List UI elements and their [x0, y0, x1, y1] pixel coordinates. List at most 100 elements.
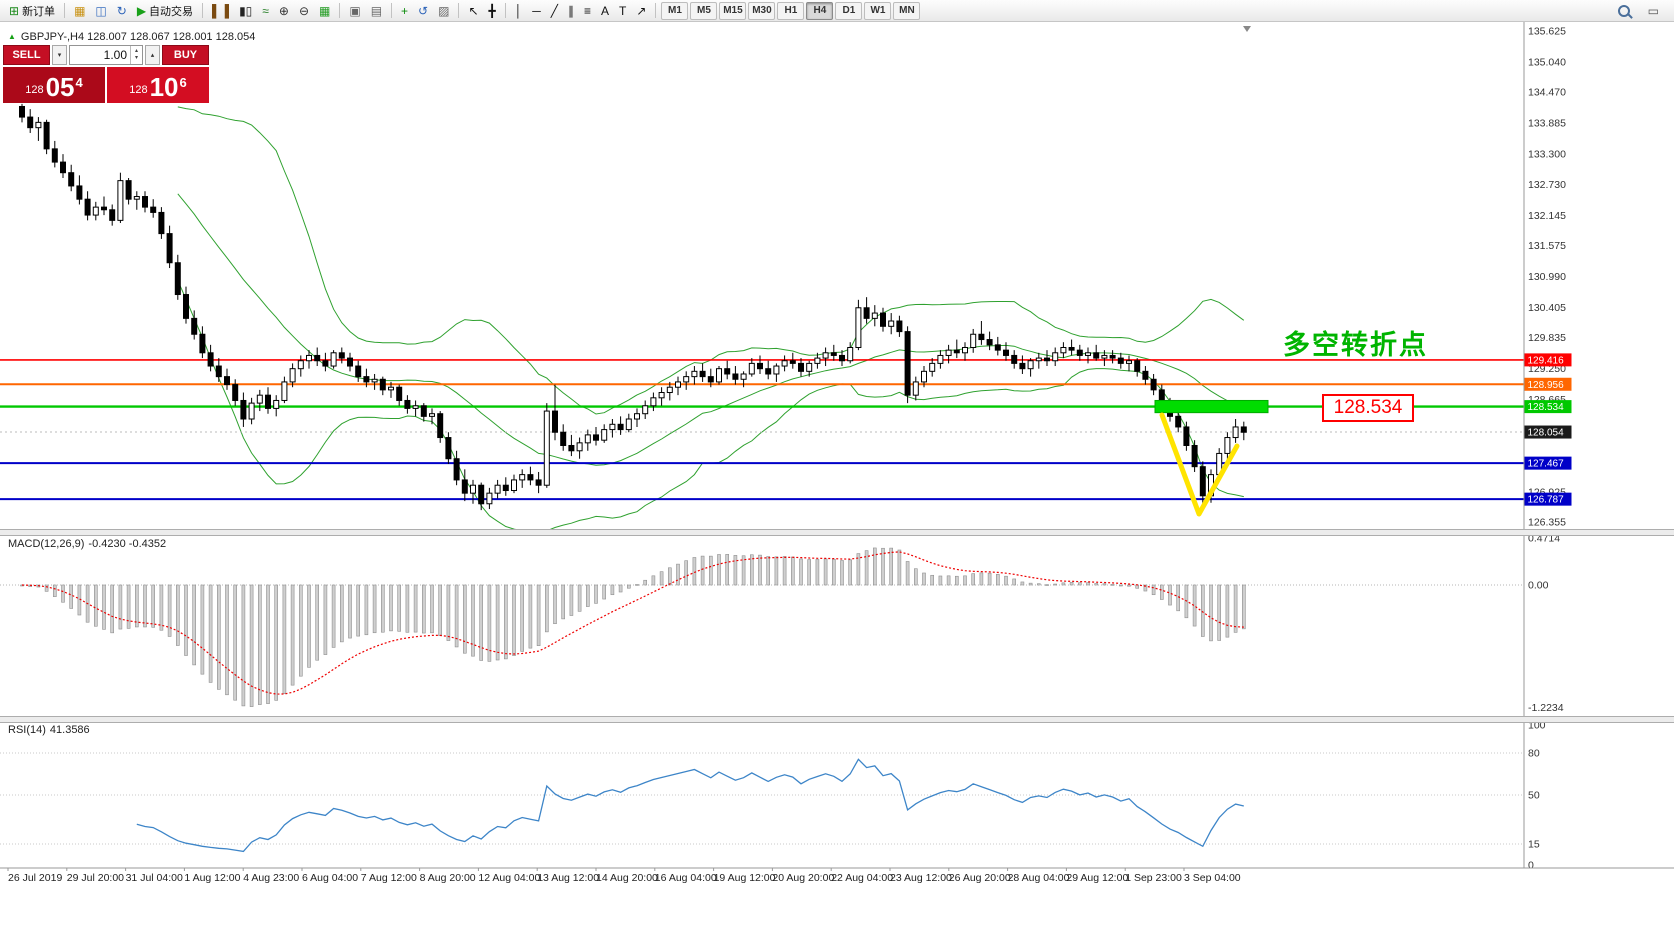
timeframe-mn-button[interactable]: MN [893, 1, 921, 20]
svg-text:132.730: 132.730 [1528, 179, 1566, 191]
macd-panel-separator[interactable] [0, 529, 1674, 536]
svg-text:129.835: 129.835 [1528, 332, 1566, 344]
timeframe-m5-button[interactable]: M5 [690, 1, 718, 20]
autotrade-button-label: 自动交易 [149, 5, 194, 18]
macd-panel [0, 547, 1524, 707]
buy-caret-button[interactable]: ▴ [145, 45, 160, 65]
timeframe-m1-button[interactable]: M1 [661, 1, 689, 20]
line-view-button[interactable]: ≈ [258, 1, 273, 21]
autoscroll-shift-marker [1243, 26, 1251, 32]
bid-big: 05 [45, 72, 75, 102]
text-tool-button[interactable]: A [597, 1, 613, 21]
new-order-button[interactable]: ⊞ 新订单 [5, 1, 59, 21]
toolbar-separator [64, 3, 66, 18]
volume-field[interactable]: 1.00 ▴ ▾ [69, 45, 143, 65]
candles-view-button[interactable]: ▮▯ [235, 1, 256, 21]
drawing-objects-layer[interactable] [1154, 26, 1269, 517]
cascade-windows-button[interactable]: ▣ [345, 1, 364, 21]
toolbar-separator [458, 3, 460, 18]
search-button[interactable] [1614, 1, 1634, 21]
arrange-windows-button[interactable]: ▤ [367, 1, 386, 21]
channel-icon: ∥ [568, 3, 574, 18]
sell-button[interactable]: SELL [3, 45, 50, 65]
timeframe-m30-button[interactable]: M30 [748, 1, 776, 20]
rsi-panel-separator[interactable] [0, 716, 1674, 723]
volume-down-icon[interactable]: ▾ [134, 55, 138, 61]
volume-up-icon[interactable]: ▴ [134, 48, 138, 54]
svg-text:22 Aug 04:00: 22 Aug 04:00 [831, 872, 893, 884]
cursor-tool-button[interactable]: ↖ [464, 1, 482, 21]
bars-view-button[interactable]: ▌▐ [208, 1, 233, 21]
sell-caret-button[interactable]: ▾ [52, 45, 67, 65]
svg-text:134.470: 134.470 [1528, 87, 1566, 99]
svg-text:20 Aug 20:00: 20 Aug 20:00 [772, 872, 834, 884]
buy-button[interactable]: BUY [162, 45, 209, 65]
horizontal-line-icon: ─ [532, 3, 541, 18]
toolbar-separator [504, 3, 506, 18]
tile-windows-icon: ▦ [319, 3, 331, 18]
svg-text:126.355: 126.355 [1528, 517, 1566, 529]
profiles-button[interactable]: ◫ [91, 1, 110, 21]
timeframe-h1-button[interactable]: H1 [777, 1, 805, 20]
svg-text:14 Aug 20:00: 14 Aug 20:00 [596, 872, 658, 884]
trendline-icon: ╱ [550, 3, 558, 18]
svg-text:13 Aug 12:00: 13 Aug 12:00 [537, 872, 599, 884]
cursor-icon: ↖ [468, 3, 479, 18]
refresh-button[interactable]: ↻ [113, 1, 131, 21]
layout-button[interactable]: ▭ [1644, 1, 1663, 21]
svg-text:16 Aug 04:00: 16 Aug 04:00 [655, 872, 717, 884]
timeframe-h4-button[interactable]: H4 [806, 1, 834, 20]
cascade-icon: ▣ [349, 3, 361, 18]
volume-value[interactable]: 1.00 [103, 48, 127, 62]
bid-sup: 4 [75, 75, 83, 90]
tile-windows-button[interactable]: ▦ [315, 1, 334, 21]
rsi-value: 41.3586 [49, 724, 90, 736]
candles-layer [19, 103, 1247, 511]
chart-canvas[interactable]: 135.625 135.040 134.470 133.885 133.300 132.7… [0, 22, 1674, 944]
new-chart-button[interactable]: + [397, 1, 412, 21]
toolbar-separator [339, 3, 341, 18]
toolbar-separator [391, 3, 393, 18]
zoom-out-button[interactable]: ⊖ [295, 1, 313, 21]
template-button[interactable]: ▨ [434, 1, 453, 21]
svg-text:-1.2234: -1.2234 [1528, 702, 1564, 714]
svg-text:132.145: 132.145 [1528, 210, 1566, 222]
charts-button[interactable]: ▦ [70, 1, 89, 21]
chart-container[interactable]: 135.625 135.040 134.470 133.885 133.300 132.7… [0, 22, 1674, 944]
timeframe-d1-button[interactable]: D1 [835, 1, 863, 20]
svg-text:133.885: 133.885 [1528, 118, 1566, 130]
volume-stepper[interactable]: ▴ ▾ [130, 46, 142, 64]
rsi-name: RSI(14) [8, 724, 46, 736]
candles-icon: ▮▯ [239, 3, 253, 18]
fibonacci-icon: ≡ [584, 3, 592, 18]
time-axis[interactable]: 26 Jul 2019 29 Jul 20:00 31 Jul 04:00 1 Aug… [0, 867, 1674, 884]
channel-tool-button[interactable]: ∥ [564, 1, 578, 21]
svg-text:128.956: 128.956 [1528, 380, 1565, 391]
zoom-out-icon: ⊖ [298, 3, 309, 18]
ask-price-button[interactable]: 128 10 6 [107, 67, 209, 103]
fibonacci-tool-button[interactable]: ≡ [580, 1, 595, 21]
crosshair-tool-button[interactable]: ╋ [485, 1, 500, 21]
svg-text:6 Aug 04:00: 6 Aug 04:00 [302, 872, 358, 884]
yellow-v-mark [1159, 412, 1240, 517]
hline-tool-button[interactable]: ─ [528, 1, 545, 21]
auto-scroll-button[interactable]: ↺ [414, 1, 432, 21]
trendline-tool-button[interactable]: ╱ [547, 1, 562, 21]
rsi-panel [0, 752, 1524, 853]
rsi-label: RSI(14) 41.3586 [8, 724, 90, 736]
zoom-in-icon: ⊕ [278, 3, 289, 18]
price-callout-box[interactable]: 128.534 [1322, 394, 1414, 422]
autotrade-button[interactable]: ▶ 自动交易 [133, 1, 197, 21]
label-tool-button[interactable]: T [615, 1, 630, 21]
shapes-tool-button[interactable]: ↗ [632, 1, 650, 21]
ask-prefix: 128 [129, 84, 148, 96]
bid-price-button[interactable]: 128 05 4 [3, 67, 105, 103]
svg-text:128.054: 128.054 [1528, 428, 1565, 439]
vline-tool-button[interactable]: │ [511, 1, 527, 21]
line-chart-icon: ≈ [262, 3, 269, 18]
timeframe-m15-button[interactable]: M15 [719, 1, 747, 20]
price-axis[interactable]: 135.625 135.040 134.470 133.885 133.300 132.7… [1523, 22, 1674, 944]
timeframe-w1-button[interactable]: W1 [864, 1, 892, 20]
zoom-in-button[interactable]: ⊕ [275, 1, 293, 21]
